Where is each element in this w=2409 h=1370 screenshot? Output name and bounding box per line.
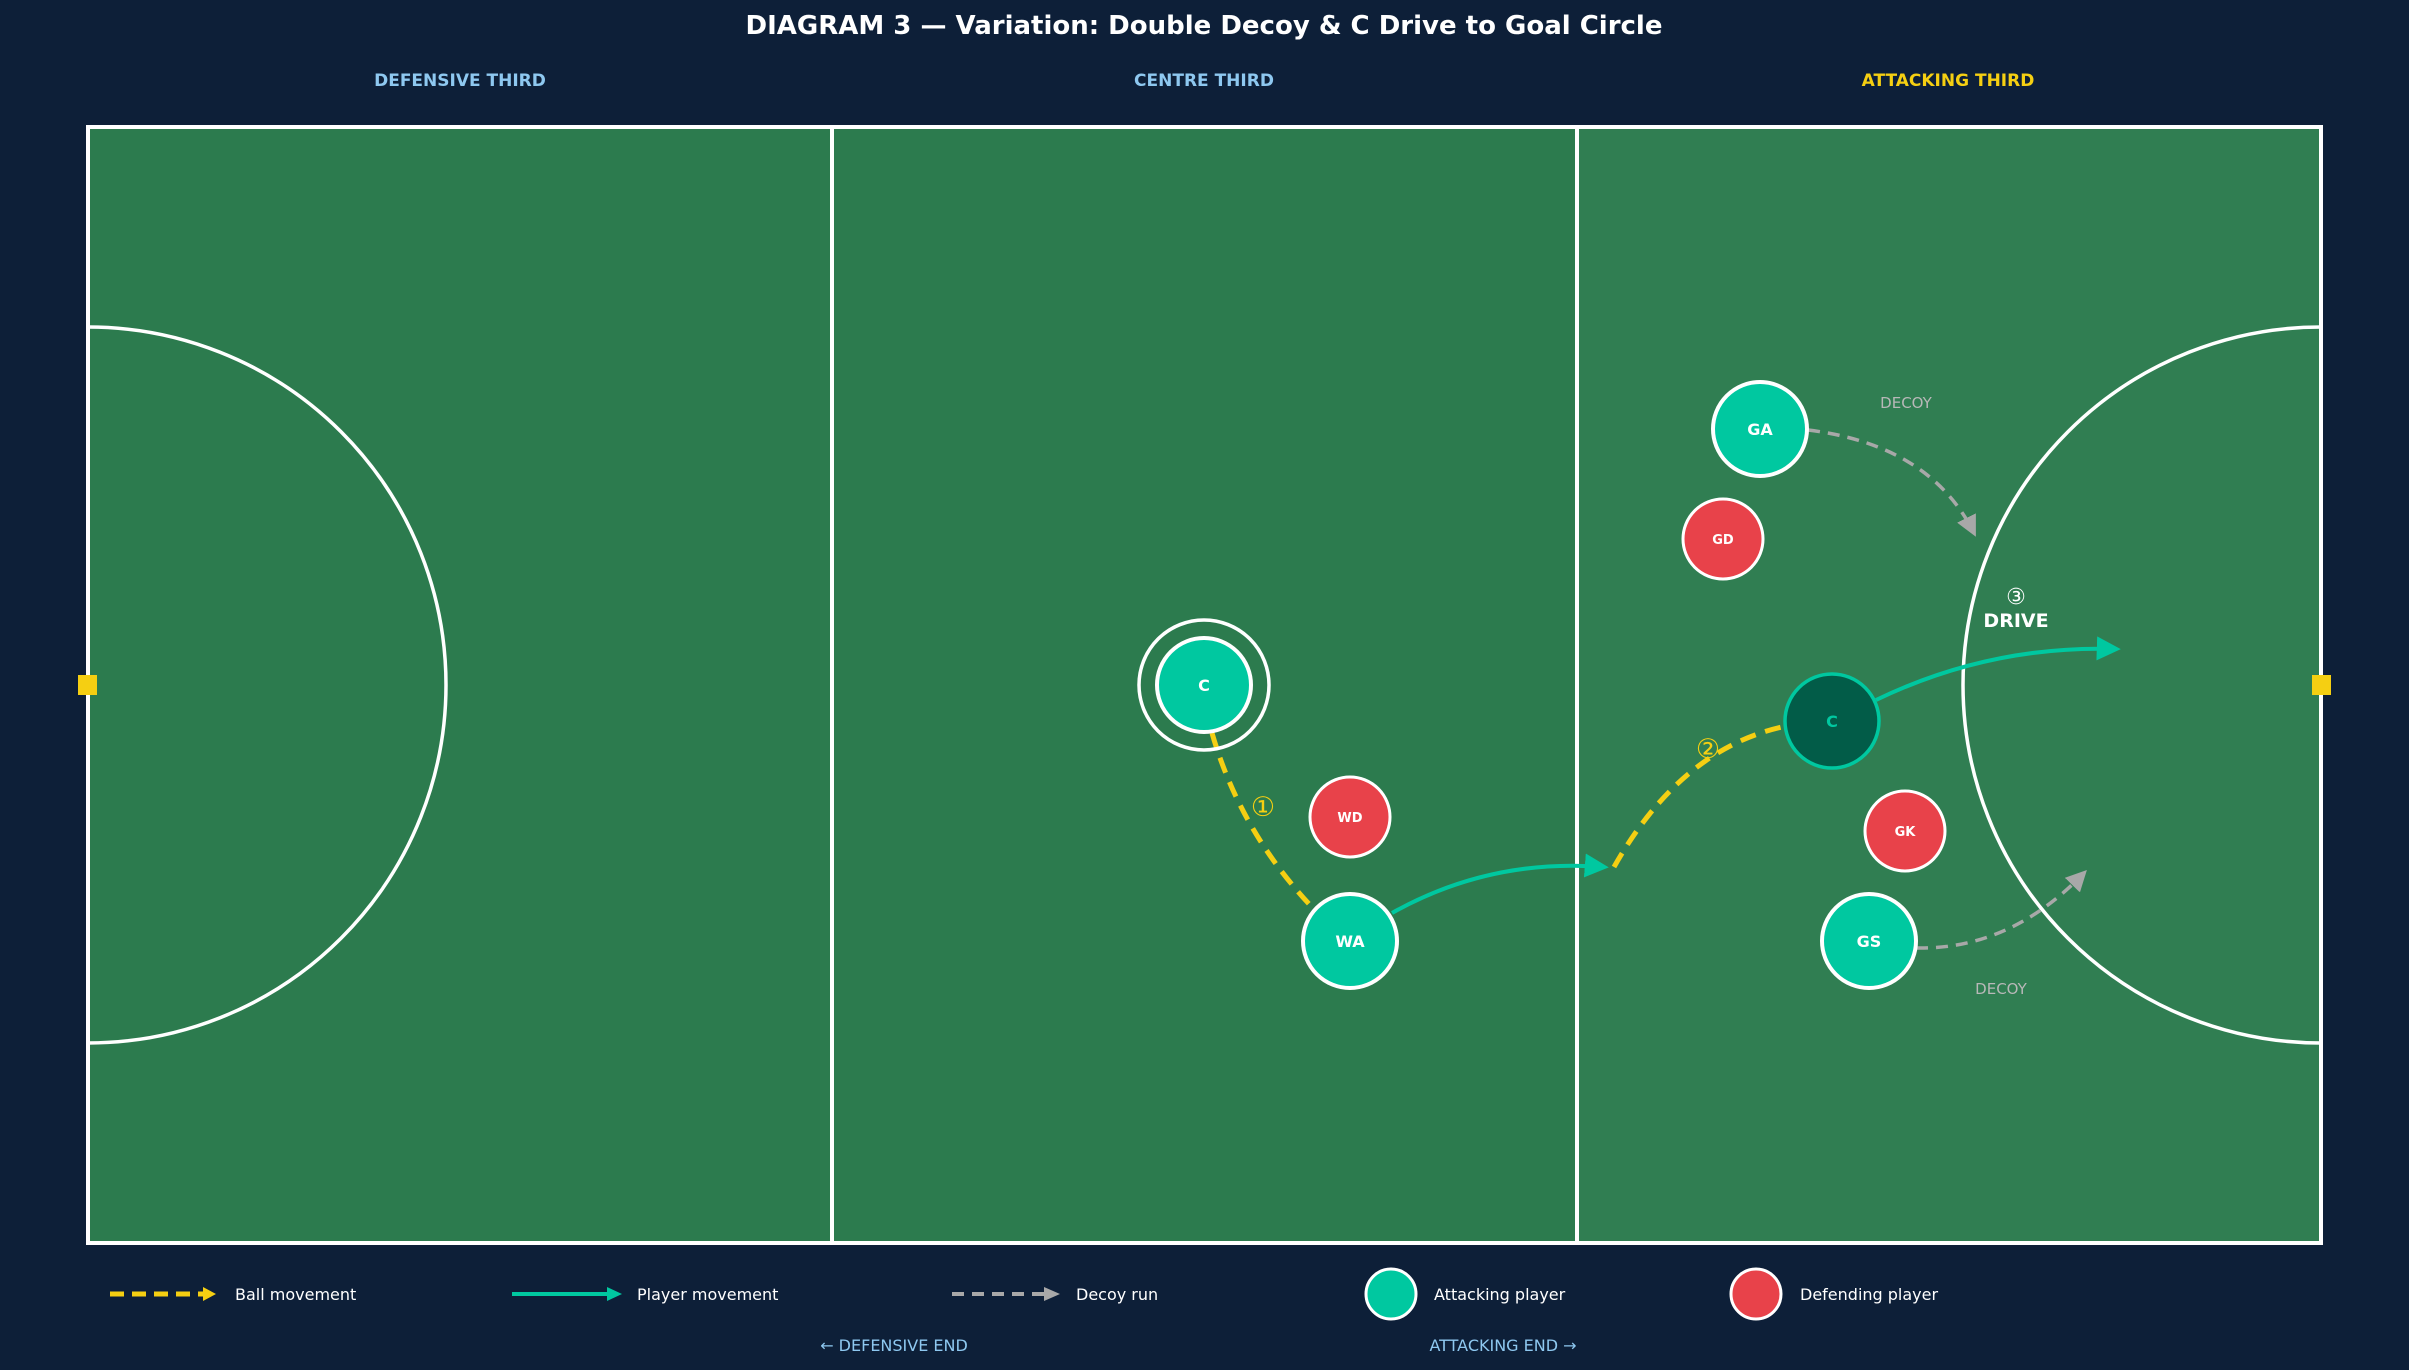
player-c-end: C — [1783, 672, 1881, 770]
step-1-marker: ① — [1251, 792, 1275, 823]
defensive-third-label: DEFENSIVE THIRD — [374, 71, 546, 91]
legend-decoy-label: Decoy run — [1076, 1285, 1158, 1304]
player-ga: GA — [1711, 380, 1809, 478]
defensive-goal-circle — [87, 325, 448, 1045]
ga-decoy-path — [1807, 428, 1976, 537]
wd-label: WD — [1337, 811, 1362, 826]
centre-third-label: CENTRE THIRD — [1134, 71, 1274, 91]
defensive-goal-post — [78, 675, 97, 695]
gd-token — [1681, 497, 1765, 581]
player-gk: GK — [1863, 789, 1947, 873]
diagram-title: DIAGRAM 3 — Variation: Double Decoy & C … — [746, 11, 1663, 41]
step-2-marker: ② — [1696, 734, 1720, 765]
attacking-third-label: ATTACKING THIRD — [1862, 71, 2035, 91]
step-3-marker: ③ — [2006, 585, 2026, 610]
legend: Ball movement Player movement Decoy run … — [110, 1267, 1938, 1321]
decoy-top-label: DECOY — [1880, 394, 1932, 412]
wa-token — [1301, 892, 1399, 990]
c-start-label: C — [1198, 676, 1210, 695]
attacking-third-highlight — [1577, 127, 2321, 1243]
player-c-start: C — [1137, 618, 1271, 752]
c-selected-ring — [1137, 618, 1271, 752]
gk-token — [1863, 789, 1947, 873]
legend-defending-label: Defending player — [1800, 1285, 1938, 1304]
player-wa: WA — [1301, 892, 1399, 990]
attacking-goal-circle — [1961, 325, 2322, 1045]
player-wd: WD — [1308, 775, 1392, 859]
gs-decoy-path — [1915, 869, 2087, 950]
player-gd: GD — [1681, 497, 1765, 581]
legend-ball-arrow — [203, 1287, 216, 1301]
legend-attacking-swatch — [1364, 1267, 1418, 1321]
legend-defending-swatch — [1729, 1267, 1783, 1321]
c-end-label: C — [1826, 712, 1838, 731]
attacking-end-label: ATTACKING END → — [1429, 1336, 1576, 1355]
gd-label: GD — [1712, 533, 1734, 548]
legend-player-arrow — [607, 1287, 622, 1301]
gk-label: GK — [1895, 825, 1917, 840]
defensive-end-label: ← DEFENSIVE END — [820, 1336, 968, 1355]
c-start-token — [1155, 636, 1253, 734]
drive-label: DRIVE — [1983, 610, 2048, 632]
attacking-goal-post — [2312, 675, 2331, 695]
decoy-bottom-label: DECOY — [1975, 980, 2027, 998]
legend-player-label: Player movement — [637, 1285, 778, 1304]
legend-attacking-label: Attacking player — [1434, 1285, 1566, 1304]
gs-token — [1820, 892, 1918, 990]
c-end-token — [1783, 672, 1881, 770]
ga-token — [1711, 380, 1809, 478]
ball-pass-2-path — [1611, 724, 1783, 869]
wa-movement-path — [1391, 853, 1609, 915]
ga-label: GA — [1747, 420, 1773, 439]
wd-token — [1308, 775, 1392, 859]
c-drive-path — [1875, 636, 2121, 702]
wa-label: WA — [1335, 932, 1365, 951]
player-gs: GS — [1820, 892, 1918, 990]
legend-ball-label: Ball movement — [235, 1285, 356, 1304]
legend-decoy-arrow — [1044, 1287, 1060, 1301]
gs-label: GS — [1857, 932, 1882, 951]
